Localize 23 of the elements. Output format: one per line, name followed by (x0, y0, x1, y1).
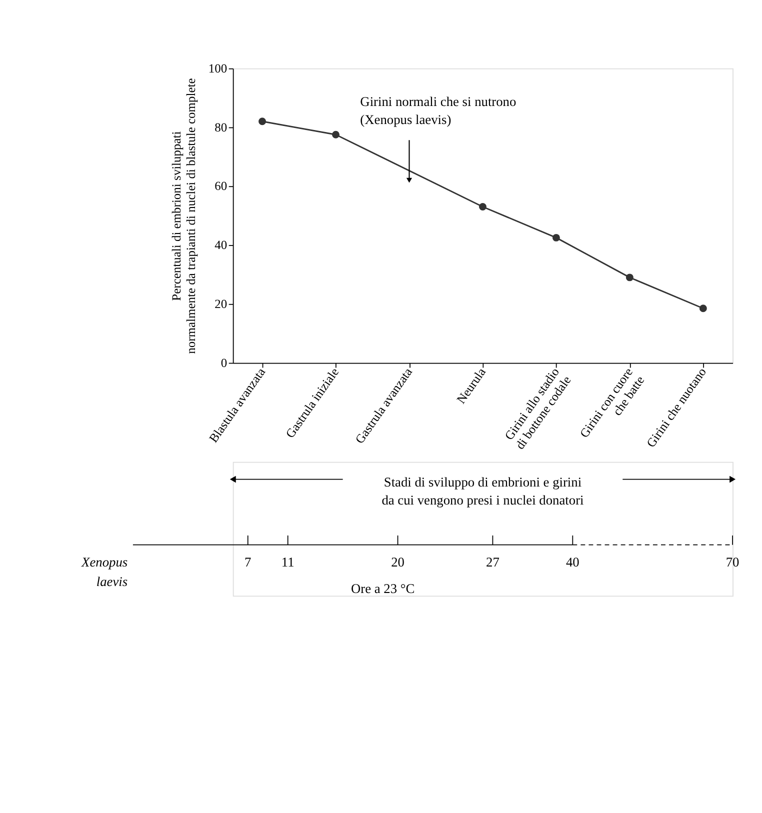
text: 20 (391, 554, 405, 570)
text: 11 (281, 554, 294, 570)
text: Ore a 23 °C (350, 581, 415, 596)
point (699, 304, 707, 312)
text: 27 (486, 554, 500, 570)
text: 70 (726, 554, 740, 570)
point (552, 234, 560, 242)
text: Xenopus laevis (80, 554, 128, 589)
point (332, 130, 340, 138)
y-tick-label: 100 (208, 61, 228, 76)
text: 7 (244, 554, 252, 570)
annotation: Girini normali che si nutrono (Xenopus laevis) (360, 94, 516, 128)
y-tick-label: 80 (214, 120, 228, 134)
y-axis-title: Percentuali di embrioni sviluppati normalmente da trapianti di nuclei di blastule complete (170, 78, 198, 354)
y-tick-label: 60 (214, 179, 228, 194)
y-tick-label: 20 (214, 296, 228, 311)
y-tick-label: 0 (220, 356, 228, 370)
x-axis-title: Stadi di sviluppo di embrioni e girini da cui vengono presi i nuclei donatori (382, 474, 584, 508)
point (258, 118, 266, 126)
y-tick-label: 40 (214, 238, 228, 252)
point (478, 203, 486, 210)
text: 40 (566, 554, 580, 570)
point (626, 274, 634, 282)
